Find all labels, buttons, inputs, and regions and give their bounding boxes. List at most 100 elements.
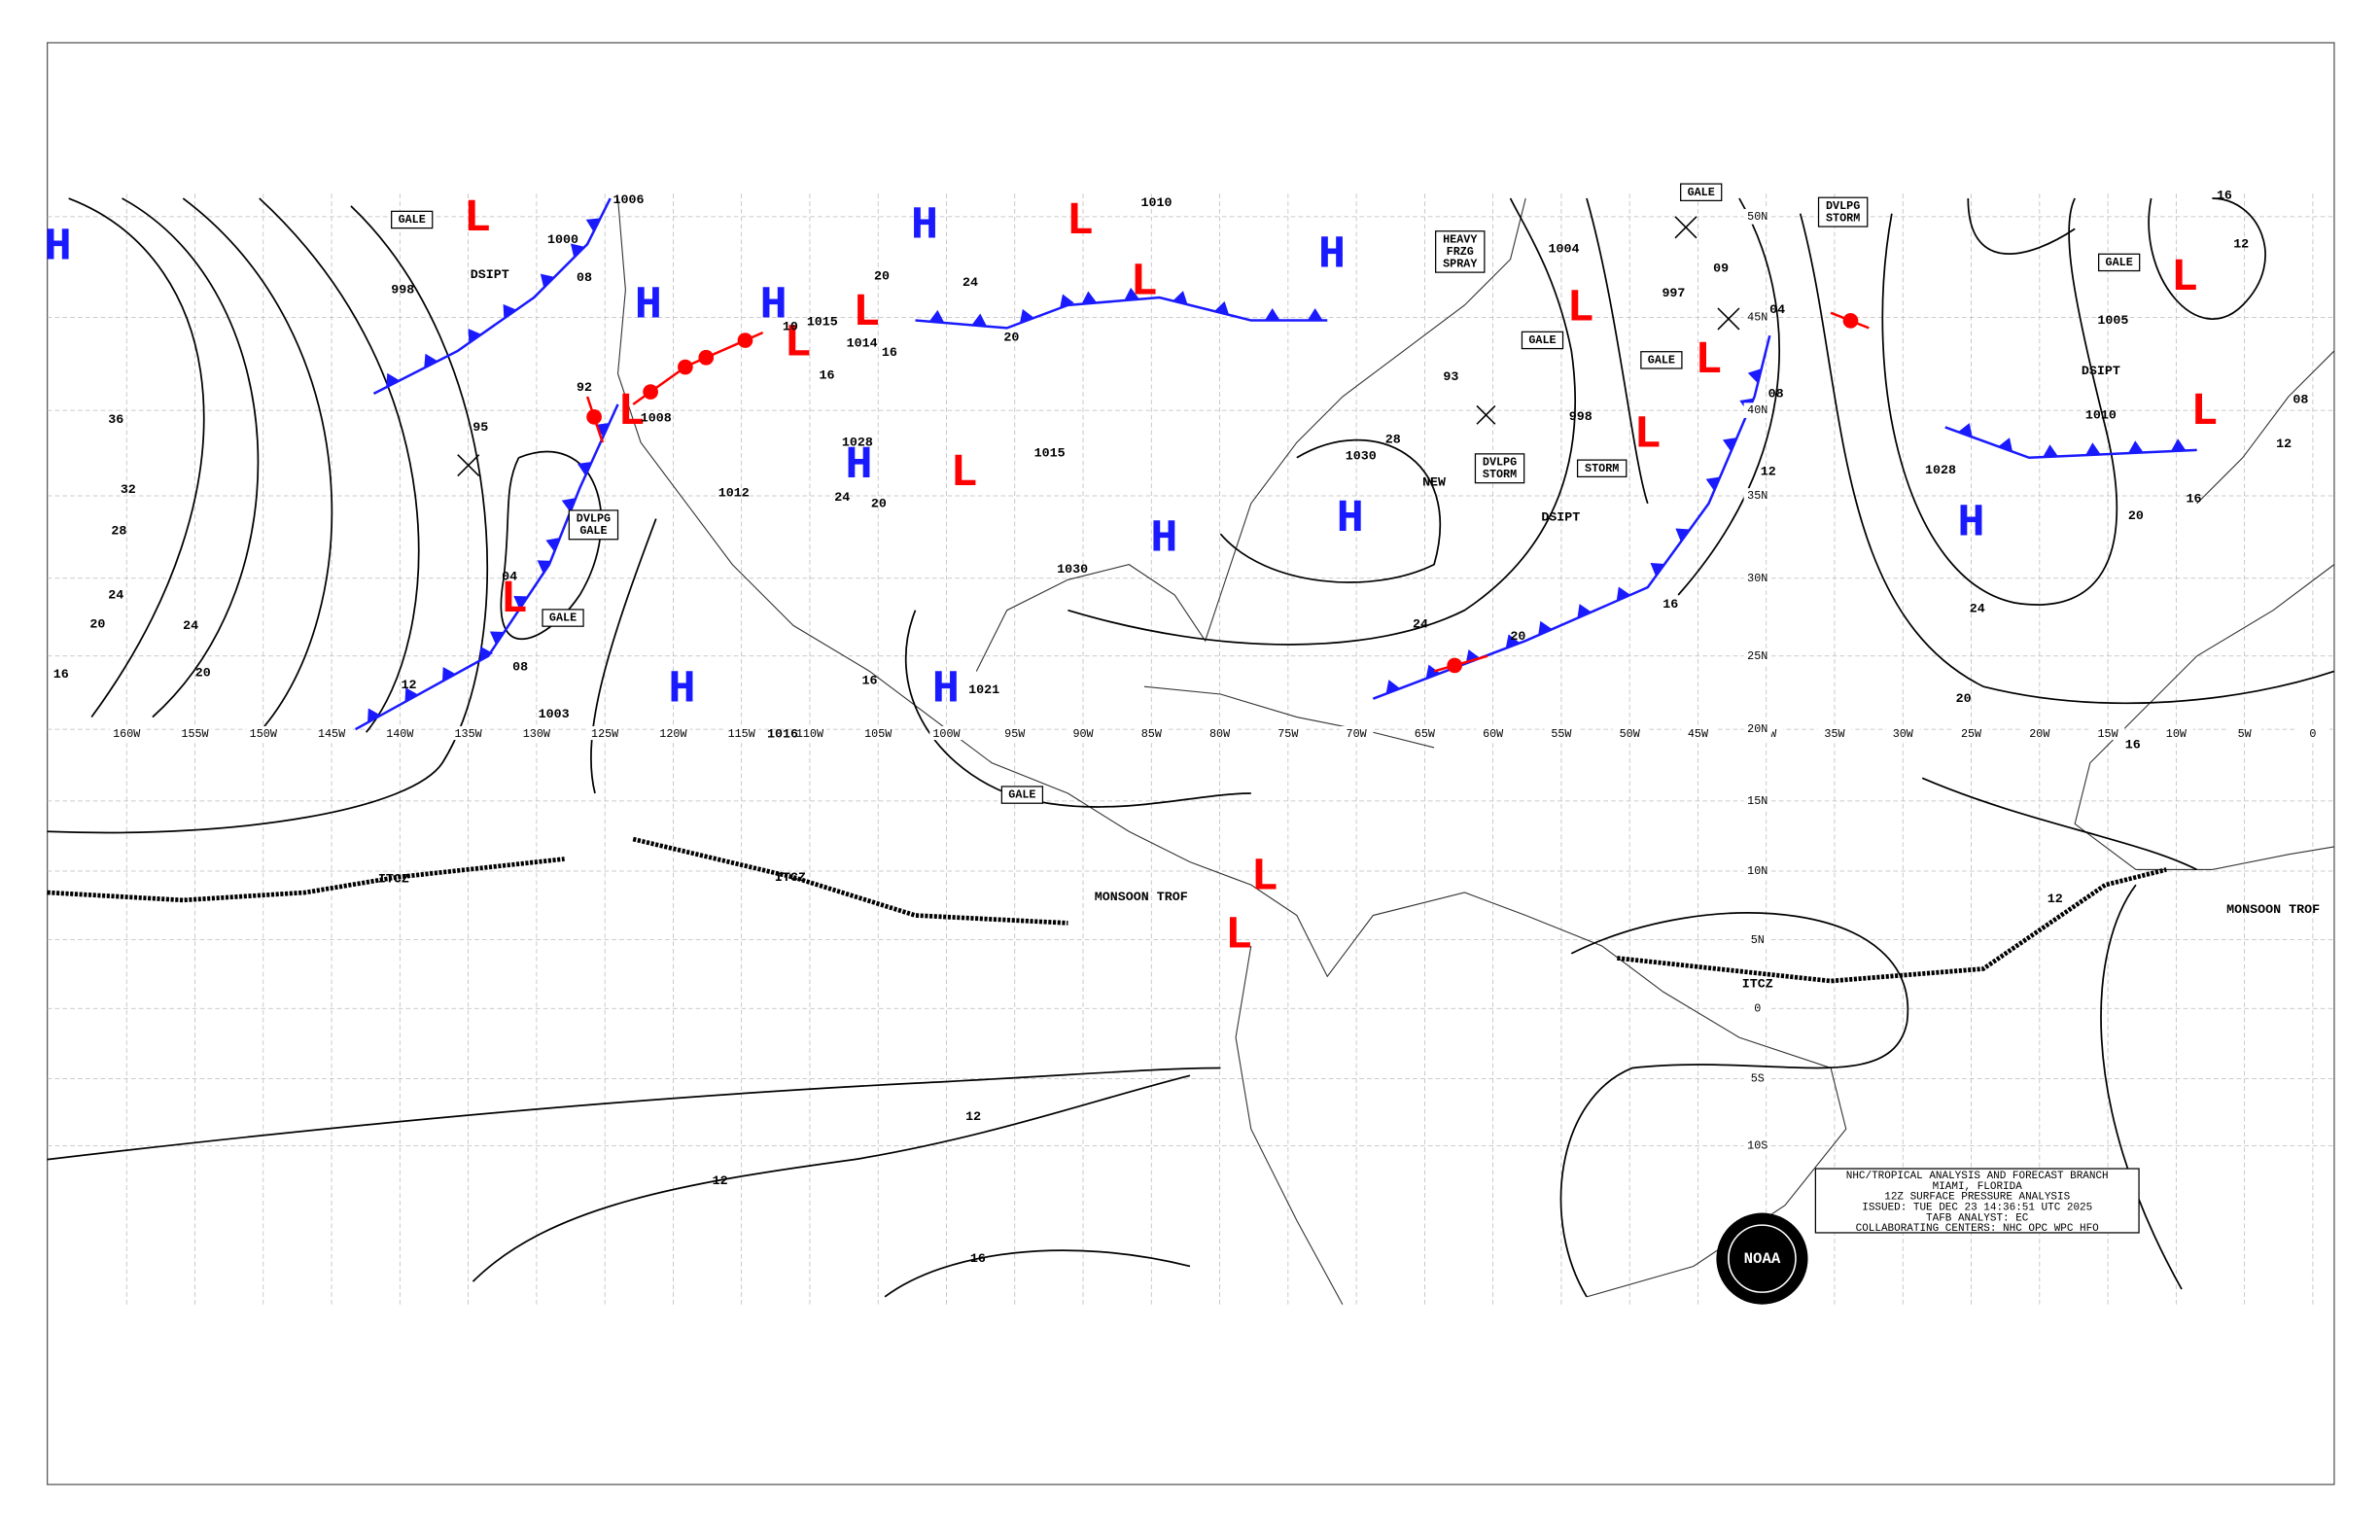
pressure-center: H xyxy=(932,665,960,717)
isobar-label: 08 xyxy=(2292,394,2308,408)
pressure-center: L xyxy=(1567,283,1594,334)
front-barb xyxy=(1650,563,1665,577)
isobar-label: 12 xyxy=(713,1174,728,1189)
lon-label-box xyxy=(519,725,554,741)
isobars xyxy=(47,197,2335,1298)
front-barb xyxy=(1747,368,1762,384)
isobar-label: 16 xyxy=(820,369,835,384)
isobar-label: 28 xyxy=(111,525,126,540)
info-line: NHC/TROPICAL ANALYSIS AND FORECAST BRANC… xyxy=(1846,1171,2109,1182)
pressure-center: L xyxy=(618,387,646,438)
front-barb xyxy=(1081,291,1098,304)
front-barb xyxy=(540,273,555,289)
boxed-label: DVLPG xyxy=(1826,199,1860,213)
isobar-label: 1010 xyxy=(2085,408,2117,423)
isobar-label: 16 xyxy=(53,668,69,682)
lon-label-box xyxy=(1954,725,1988,741)
isobar-label: 1003 xyxy=(539,708,570,722)
front-bump xyxy=(1842,313,1859,329)
isobar-label: 16 xyxy=(882,346,897,361)
boxed-label-box xyxy=(1817,196,1869,228)
boxed-label-box xyxy=(542,609,584,627)
isobar-label: 24 xyxy=(1413,617,1428,632)
pressure-center: L xyxy=(853,288,880,339)
front-bump xyxy=(698,349,715,366)
lon-label-box xyxy=(792,725,827,741)
lon-label: 75W xyxy=(1278,727,1299,741)
feature-label: ITCZ xyxy=(378,872,409,887)
isobar-label: 20 xyxy=(89,617,105,632)
lon-label-box xyxy=(656,725,690,741)
boxed-label: GALE xyxy=(399,213,426,227)
isobar-label: 1010 xyxy=(1140,196,1172,211)
isobar-label: 1015 xyxy=(1034,447,1066,462)
front-barb xyxy=(928,309,945,324)
lon-label-box xyxy=(451,725,485,741)
lon-label-box xyxy=(724,725,758,741)
isobar-label: 1008 xyxy=(641,411,672,426)
info-line: MIAMI, FLORIDA xyxy=(1933,1181,2023,1193)
isobar-label: 32 xyxy=(121,483,136,498)
lon-label: 0 xyxy=(2309,727,2316,741)
boxed-label: FRZG xyxy=(1447,245,1474,259)
lon-label: 90W xyxy=(1072,727,1094,741)
front-barb xyxy=(585,218,601,232)
isobar-label: 1015 xyxy=(807,316,838,331)
isobar-label: 04 xyxy=(502,571,517,585)
front-barb xyxy=(1998,438,2013,452)
boxed-label-box xyxy=(1474,453,1525,484)
isobar-label: 24 xyxy=(1970,603,1985,617)
lon-label: 95W xyxy=(1004,727,1026,741)
pressure-center: L xyxy=(1634,410,1662,462)
isobar-label: 12 xyxy=(2233,238,2249,253)
logo-text: NOAA xyxy=(1744,1250,1781,1268)
front-barb xyxy=(2043,444,2058,458)
isobar-label: 08 xyxy=(1768,387,1784,402)
lat-label-box xyxy=(1743,793,1771,809)
pressure-center: H xyxy=(845,440,872,492)
lat-label: 15N xyxy=(1747,794,1768,808)
boxed-label: SPRAY xyxy=(1443,258,1478,271)
lon-label-box xyxy=(1681,725,1715,741)
feature-label: MONSOON TROF xyxy=(1095,891,1188,905)
isobar-label: 998 xyxy=(1569,410,1592,425)
isobar-label: 08 xyxy=(512,660,528,675)
lon-label-box xyxy=(2227,725,2261,741)
pressure-center: H xyxy=(1957,499,1984,550)
isobar-label: 1004 xyxy=(1548,242,1579,257)
pressure-center: L xyxy=(785,319,812,370)
fronts xyxy=(355,197,2197,731)
boxed-label: STORM xyxy=(1585,462,1619,475)
lat-label: 40N xyxy=(1747,403,1768,417)
lat-label: 10N xyxy=(1747,864,1768,878)
pressure-center: L xyxy=(2171,253,2198,304)
lat-label: 20N xyxy=(1747,722,1768,736)
front-bump xyxy=(586,409,602,425)
pressure-center: L xyxy=(1225,910,1252,962)
isobar-label: 12 xyxy=(965,1110,981,1125)
front-barb xyxy=(1505,634,1521,648)
lon-label: 20W xyxy=(2029,727,2050,741)
pressure-center: H xyxy=(635,280,662,332)
feature-label: ITCZ xyxy=(1742,978,1773,993)
feature-label: DSIPT xyxy=(2082,365,2120,379)
feature-label: DSIPT xyxy=(1541,510,1580,525)
isobar-label: 24 xyxy=(183,619,198,634)
feature-label: DSIPT xyxy=(471,268,509,283)
front-barb xyxy=(570,243,585,258)
logo-ring xyxy=(1728,1224,1797,1293)
lon-label-box xyxy=(1203,725,1237,741)
front-bump xyxy=(737,332,753,348)
lon-label: 115W xyxy=(728,727,756,741)
front-barb xyxy=(1213,300,1230,315)
boxed-label: GALE xyxy=(1648,353,1675,367)
isobar-label: 1016 xyxy=(767,727,798,742)
boxed-label-box xyxy=(1435,230,1486,273)
isobar-label: 08 xyxy=(577,271,592,286)
boxed-label: GALE xyxy=(1528,333,1556,347)
lon-label: 60W xyxy=(1483,727,1504,741)
lon-label: 70W xyxy=(1347,727,1368,741)
lon-label-box xyxy=(2159,725,2193,741)
boxed-label: DVLPG xyxy=(1483,456,1517,470)
